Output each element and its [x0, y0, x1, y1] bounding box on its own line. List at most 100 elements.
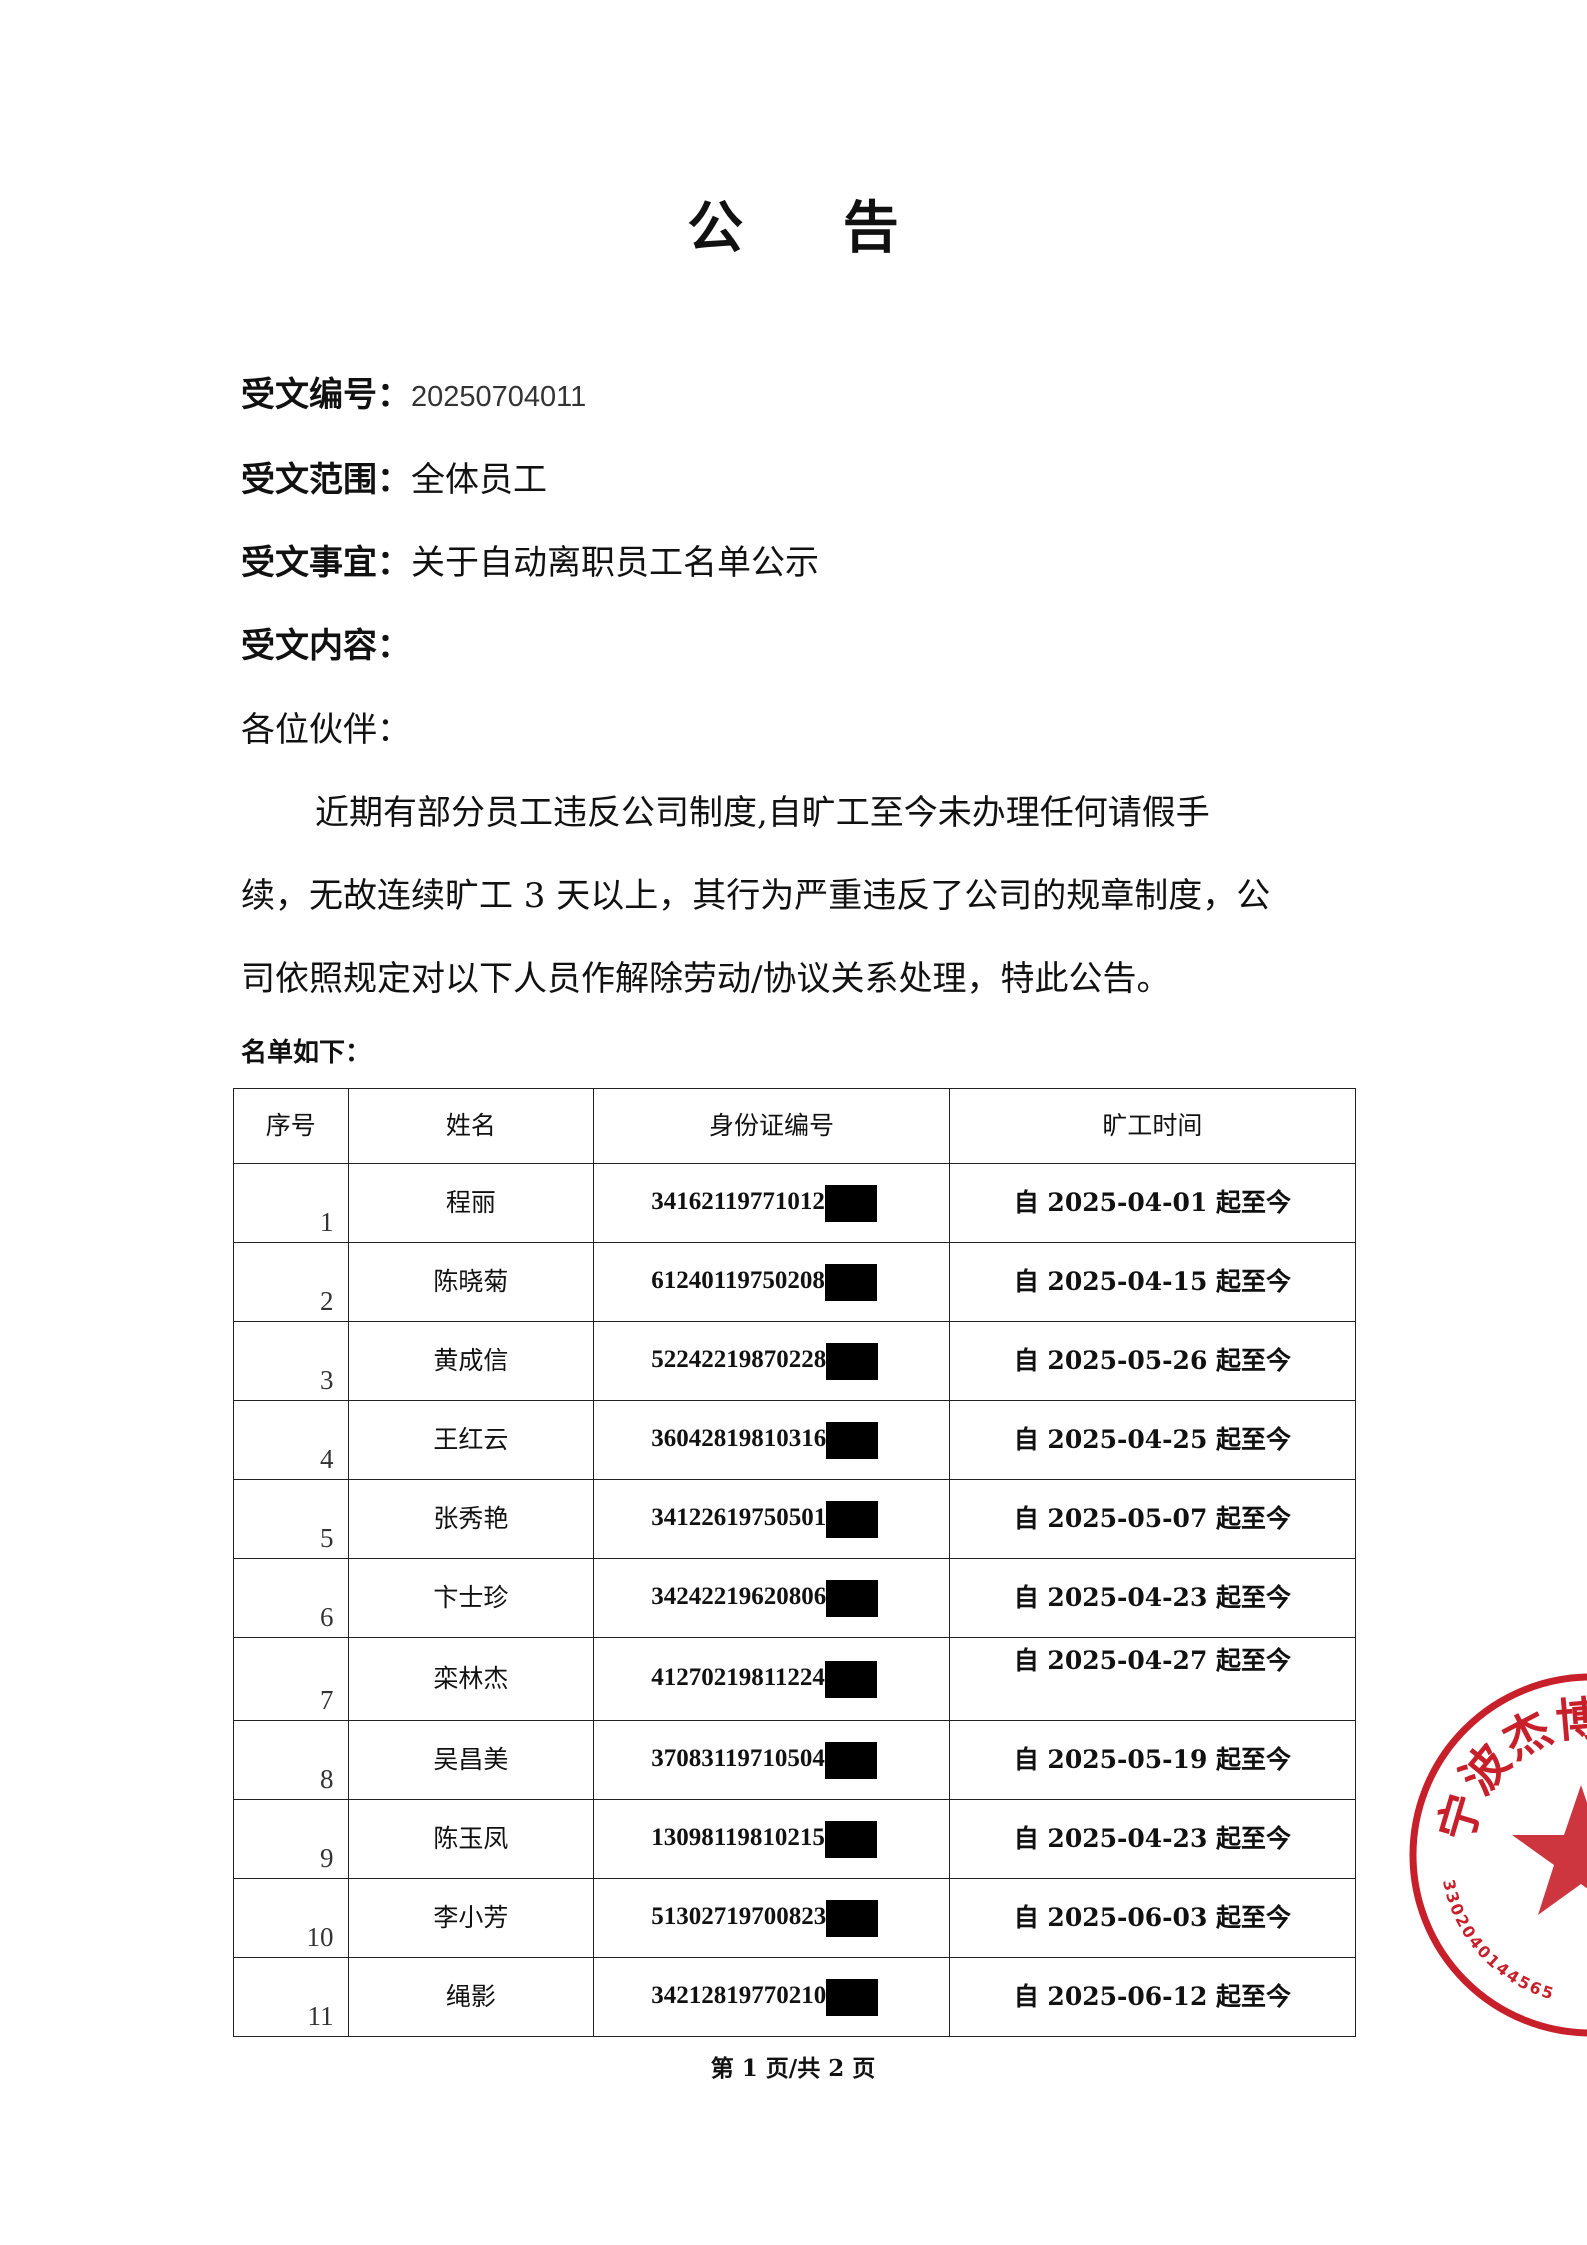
cell-name: 王红云	[347, 1400, 595, 1480]
table-row: 4 王红云 36042819810316 自 2025-04-25 起至今	[233, 1400, 1357, 1480]
cell-seq: 6	[233, 1558, 349, 1638]
redaction-block	[826, 1342, 879, 1380]
field-value: 20250704011	[411, 381, 587, 413]
id-text: 34122619750501	[651, 1503, 827, 1531]
cell-date: 自 2025-06-03 起至今	[948, 1878, 1357, 1958]
header-id: 身份证编号	[593, 1088, 950, 1164]
cell-id: 41270219811224	[593, 1637, 950, 1721]
id-text: 36042819810316	[651, 1424, 827, 1452]
redaction-block	[826, 1579, 879, 1617]
table-row: 8 吴昌美 37083119710504 自 2025-05-19 起至今	[233, 1720, 1357, 1800]
redaction-block	[826, 1500, 879, 1538]
paragraph-line: 近期有部分员工违反公司制度,自旷工至今未办理任何请假手	[315, 793, 1210, 833]
id-text: 34212819770210	[651, 1981, 827, 2009]
cell-seq: 7	[233, 1637, 349, 1721]
cell-id: 34122619750501	[593, 1479, 950, 1559]
cell-seq: 10	[233, 1878, 349, 1958]
cell-seq: 8	[233, 1720, 349, 1800]
field-label: 受文编号：	[241, 375, 411, 415]
redaction-block	[824, 1263, 877, 1301]
table-row: 9 陈玉凤 13098119810215 自 2025-04-23 起至今	[233, 1799, 1357, 1879]
table-row: 11 绳影 34212819770210 自 2025-06-12 起至今	[233, 1957, 1357, 2037]
table-row: 6 卞士珍 34242219620806 自 2025-04-23 起至今	[233, 1558, 1357, 1638]
seal-ring	[1409, 1673, 1587, 2037]
cell-name: 程丽	[347, 1163, 595, 1243]
cell-name: 陈玉凤	[347, 1799, 595, 1879]
redaction-block	[826, 1978, 879, 2016]
table-row: 7 栾林杰 41270219811224 自 2025-04-27 起至今	[233, 1637, 1357, 1721]
cell-seq: 1	[233, 1163, 349, 1243]
cell-id: 36042819810316	[593, 1400, 950, 1480]
redaction-block	[826, 1421, 879, 1459]
paragraph-line: 续，无故连续旷工 3 天以上，其行为严重违反了公司的规章制度，公	[241, 876, 1271, 916]
cell-id: 51302719700823	[593, 1878, 950, 1958]
cell-date: 自 2025-05-07 起至今	[948, 1479, 1357, 1559]
employee-table: 序号 姓名 身份证编号 旷工时间 1 程丽 34162119771012 自 2025…	[233, 1088, 1357, 2037]
greeting: 各位伙伴：	[241, 710, 411, 750]
seal-star-icon	[1512, 1785, 1587, 1915]
cell-id: 37083119710504	[593, 1720, 950, 1800]
cell-date: 自 2025-04-25 起至今	[948, 1400, 1357, 1480]
page-footer: 第 1 页/共 2 页	[710, 2055, 876, 2082]
seal-number: 3302040144565	[1439, 1878, 1557, 2004]
id-text: 37083119710504	[651, 1744, 825, 1772]
id-text: 13098119810215	[651, 1823, 825, 1851]
cell-date: 自 2025-06-12 起至今	[948, 1957, 1357, 2037]
id-text: 51302719700823	[651, 1902, 827, 1930]
page-title: 公 告	[687, 196, 939, 261]
cell-date: 自 2025-04-23 起至今	[948, 1558, 1357, 1638]
cell-date: 自 2025-04-15 起至今	[948, 1242, 1357, 1322]
cell-name: 陈晓菊	[347, 1242, 595, 1322]
cell-id: 34162119771012	[593, 1163, 950, 1243]
table-row: 3 黄成信 52242219870228 自 2025-05-26 起至今	[233, 1321, 1357, 1401]
redaction-block	[826, 1899, 879, 1937]
cell-date: 自 2025-05-26 起至今	[948, 1321, 1357, 1401]
table-header-row: 序号 姓名 身份证编号 旷工时间	[233, 1088, 1357, 1164]
field-doc-number: 受文编号：20250704011	[241, 375, 586, 416]
cell-name: 绳影	[347, 1957, 595, 2037]
cell-date: 自 2025-04-23 起至今	[948, 1799, 1357, 1879]
cell-id: 13098119810215	[593, 1799, 950, 1879]
cell-name: 吴昌美	[347, 1720, 595, 1800]
id-text: 52242219870228	[651, 1345, 827, 1373]
field-label: 受文内容：	[241, 626, 411, 666]
cell-name: 卞士珍	[347, 1558, 595, 1638]
header-date: 旷工时间	[948, 1088, 1357, 1164]
cell-seq: 11	[233, 1957, 349, 2037]
table-row: 1 程丽 34162119771012 自 2025-04-01 起至今	[233, 1163, 1357, 1243]
field-value: 关于自动离职员工名单公示	[411, 543, 819, 583]
company-seal: 宁波杰博 3302040144565	[1409, 1673, 1587, 2037]
id-text: 61240119750208	[651, 1266, 825, 1294]
redaction-block	[824, 1184, 877, 1222]
cell-name: 张秀艳	[347, 1479, 595, 1559]
field-value: 全体员工	[411, 460, 547, 500]
header-seq: 序号	[233, 1088, 349, 1164]
cell-seq: 5	[233, 1479, 349, 1559]
field-subject: 受文事宜：关于自动离职员工名单公示	[241, 543, 819, 584]
cell-id: 52242219870228	[593, 1321, 950, 1401]
field-label: 受文范围：	[241, 460, 411, 500]
cell-id: 34242219620806	[593, 1558, 950, 1638]
cell-date: 自 2025-05-19 起至今	[948, 1720, 1357, 1800]
cell-date: 自 2025-04-27 起至今	[948, 1637, 1357, 1721]
cell-seq: 3	[233, 1321, 349, 1401]
list-heading: 名单如下：	[241, 1038, 372, 1068]
cell-seq: 9	[233, 1799, 349, 1879]
header-name: 姓名	[347, 1088, 595, 1164]
id-text: 41270219811224	[651, 1663, 825, 1691]
redaction-block	[824, 1820, 877, 1858]
table-row: 2 陈晓菊 61240119750208 自 2025-04-15 起至今	[233, 1242, 1357, 1322]
id-text: 34162119771012	[651, 1187, 825, 1215]
cell-date: 自 2025-04-01 起至今	[948, 1163, 1357, 1243]
cell-id: 61240119750208	[593, 1242, 950, 1322]
cell-name: 黄成信	[347, 1321, 595, 1401]
cell-name: 李小芳	[347, 1878, 595, 1958]
table-row: 5 张秀艳 34122619750501 自 2025-05-07 起至今	[233, 1479, 1357, 1559]
table-row: 10 李小芳 51302719700823 自 2025-06-03 起至今	[233, 1878, 1357, 1958]
cell-name: 栾林杰	[347, 1637, 595, 1721]
id-text: 34242219620806	[651, 1582, 827, 1610]
redaction-block	[824, 1741, 877, 1779]
redaction-block	[824, 1660, 877, 1698]
cell-id: 34212819770210	[593, 1957, 950, 2037]
field-label: 受文事宜：	[241, 543, 411, 583]
